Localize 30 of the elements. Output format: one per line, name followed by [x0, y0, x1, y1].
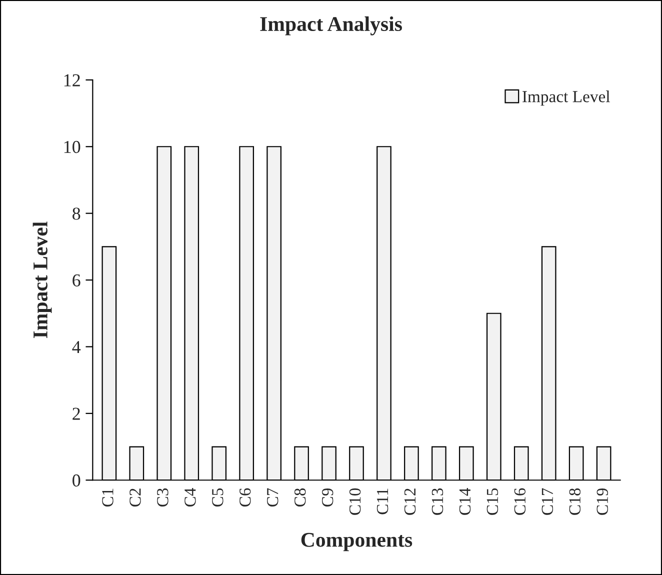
legend-label: Impact Level: [522, 90, 610, 106]
x-tick-label: C3: [157, 488, 168, 507]
y-tick-label: 2: [72, 408, 80, 420]
x-tick-label: C12: [404, 488, 416, 515]
x-tick-label: C9: [322, 488, 334, 507]
x-tick-label: C1: [102, 488, 114, 507]
y-tick-label: 6: [72, 274, 80, 286]
y-tick-label: 0: [72, 474, 80, 487]
x-tick-label: C19: [596, 488, 608, 515]
y-tick-label: 4: [72, 341, 81, 353]
y-tick-label: 10: [64, 140, 80, 154]
x-tick-label: C2: [130, 488, 141, 507]
x-tick-label: C16: [514, 488, 526, 515]
x-tick-label: C18: [569, 488, 580, 515]
y-tick-label: 8: [72, 208, 80, 220]
x-tick-label: C11: [376, 488, 388, 514]
x-tick-label: C17: [542, 488, 554, 515]
x-tick-label: C5: [212, 488, 224, 507]
y-axis-title: Impact Level: [32, 222, 52, 338]
x-tick-label: C13: [432, 488, 444, 515]
x-tick-label: C8: [294, 488, 306, 507]
y-tick-label: 12: [64, 74, 80, 86]
x-axis-title: Components: [301, 532, 412, 552]
x-tick-label: C14: [459, 488, 471, 515]
x-tick-label: C4: [184, 488, 196, 507]
x-tick-label: C6: [240, 488, 251, 507]
x-tick-label: C10: [349, 488, 361, 515]
x-tick-label: C7: [267, 488, 278, 507]
chart-title: Impact Analysis: [260, 16, 402, 36]
x-tick-label: C15: [486, 488, 498, 515]
